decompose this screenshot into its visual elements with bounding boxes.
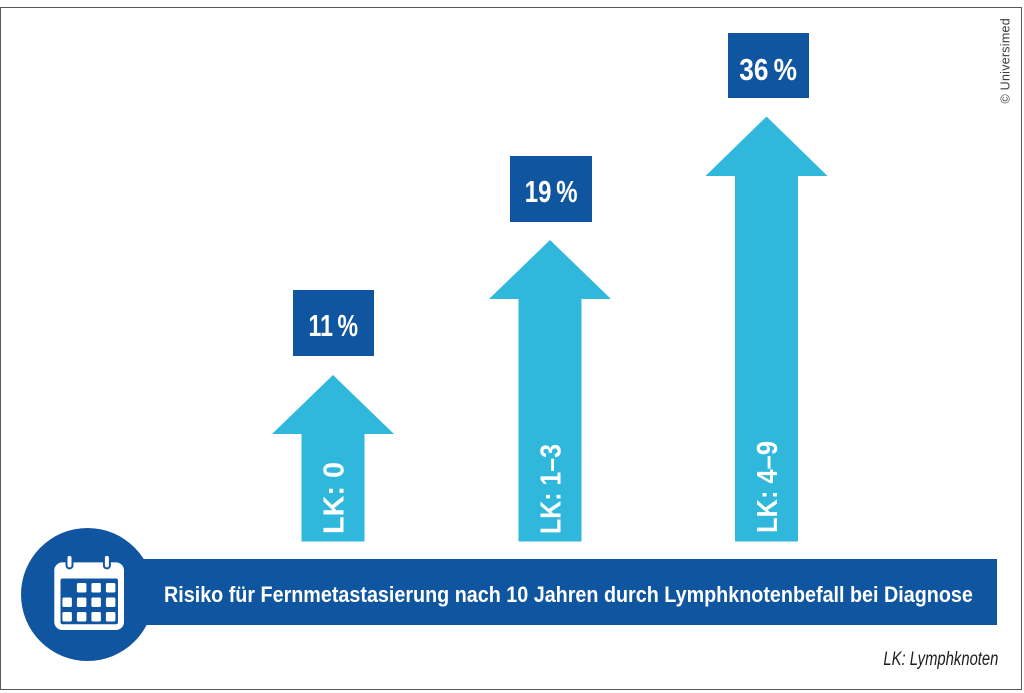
svg-text:LK: 4–9: LK: 4–9 [752, 441, 784, 533]
svg-text:© Universimed: © Universimed [999, 18, 1013, 103]
svg-text:LK: 0: LK: 0 [319, 462, 351, 534]
svg-text:LK: 1–3: LK: 1–3 [536, 444, 568, 534]
